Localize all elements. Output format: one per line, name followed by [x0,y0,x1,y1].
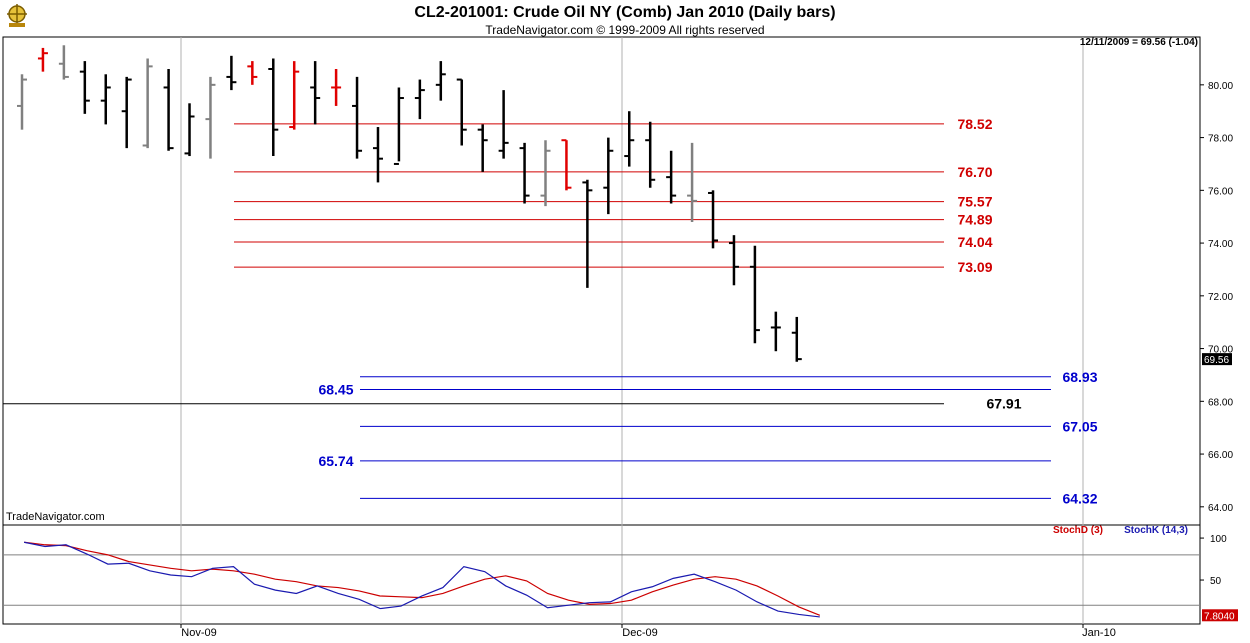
watermark-text: TradeNavigator.com [6,511,105,523]
last-price-tag: 69.56 [1204,355,1229,366]
stoch-series-1 [23,541,820,618]
price-axis: 80.00 78.00 76.00 74.00 72.00 70.00 68.00 66.00… [1200,81,1233,514]
price-tick-label: 80.00 [1208,81,1233,92]
legend-stoch-d: StochD (3) [1053,525,1103,536]
ohlc-bar [79,61,90,114]
level-label-2: 75.57 [957,194,992,210]
level-label-6: 68.93 [1062,369,1097,385]
ohlc-bar [540,140,551,207]
stoch-tick-label: 50 [1210,576,1222,587]
ohlc-bar [289,61,300,130]
ohlc-bar [393,87,404,165]
ohlc-bar [477,124,488,172]
stoch-last-tag: 7.8040 [1204,611,1235,622]
compass-logo-icon [7,4,27,27]
price-tick-label: 70.00 [1208,345,1233,356]
ohlc-bar [205,76,216,159]
level-label-0: 78.52 [957,116,992,132]
ohlc-bar [414,79,425,120]
ohlc-bar [310,61,321,125]
ohlc-bar [582,179,593,288]
ohlc-bar [226,55,237,91]
price-tick-label: 66.00 [1208,450,1233,461]
stoch-tick-label: 100 [1210,534,1227,545]
level-label-9: 67.05 [1062,418,1097,434]
ohlc-bar [603,137,614,215]
ohlc-bar [372,127,383,183]
price-tick-label: 64.00 [1208,503,1233,514]
level-label-11: 64.32 [1062,490,1097,506]
ohlc-bar [268,58,279,157]
ohlc-bar [163,69,174,151]
last-price-tag-box [1202,353,1232,366]
level-label-1: 76.70 [957,164,992,180]
date-axis: Nov-09 Dec-09 Jan-10 [180,624,1116,639]
ohlc-bar [645,121,656,188]
price-tick-label: 78.00 [1208,134,1233,145]
chart-frame [2,36,1201,625]
price-bars [17,45,802,362]
ohlc-bar [331,69,342,106]
ohlc-bar [770,311,781,352]
level-label-3: 74.89 [957,212,992,228]
ohlc-bar [58,45,69,80]
price-tick-label: 68.00 [1208,397,1233,408]
level-label-5: 73.09 [957,259,992,275]
date-tick-label: Jan-10 [1082,627,1116,639]
ohlc-bar [184,103,195,157]
price-tick-label: 72.00 [1208,292,1233,303]
price-tick-label: 76.00 [1208,186,1233,197]
level-label-4: 74.04 [957,234,992,250]
ohlc-bar [435,61,446,101]
level-label-8: 67.91 [986,396,1021,412]
ohlc-bar [561,139,572,191]
ohlc-bar [624,111,635,167]
ohlc-bar [666,150,677,204]
ohlc-bar [142,58,153,149]
gridlines [180,37,1084,624]
date-tick-label: Nov-09 [181,627,216,639]
legend-stoch-k: StochK (14,3) [1124,525,1188,536]
ohlc-bar [247,61,258,85]
level-label-7: 68.45 [318,381,353,397]
price-tick-label: 74.00 [1208,239,1233,250]
stochastic-panel: 100 50 7.8040 [3,534,1238,622]
date-tick-label: Dec-09 [622,627,657,639]
ohlc-bar [749,245,760,344]
ohlc-bar [121,76,132,149]
ohlc-bar [708,190,719,249]
ohlc-bar [456,78,467,146]
ohlc-bar [519,142,530,204]
ohlc-bar [37,47,48,72]
ohlc-bar [100,74,111,125]
ohlc-bar [791,316,802,362]
ohlc-bar [498,90,509,159]
last-quote: 12/11/2009 = 69.56 (-1.04) [1079,37,1198,48]
ohlc-bar [352,76,363,159]
level-label-10: 65.74 [318,453,353,469]
plot-border [2,36,1201,625]
chart-subtitle: TradeNavigator.com © 1999-2009 All right… [485,23,765,37]
stoch-series-0 [24,541,821,616]
stoch-last-tag-box [1202,609,1238,622]
ohlc-bar [17,74,27,130]
price-levels: 78.52 76.70 75.57 74.89 74.04 73.09 68.93 68.45… [3,116,1098,506]
ohlc-bar [687,142,698,222]
ohlc-bar [728,235,739,286]
chart-title: CL2-201001: Crude Oil NY (Comb) Jan 2010… [414,4,836,21]
